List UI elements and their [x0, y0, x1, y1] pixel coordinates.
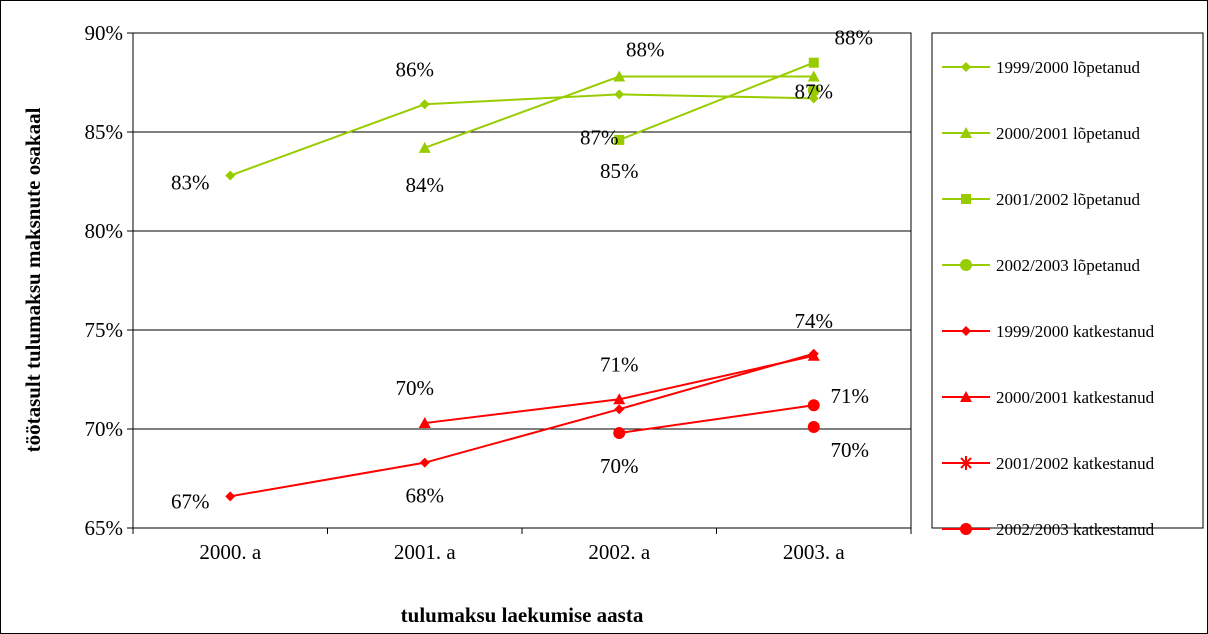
data-point — [614, 134, 625, 145]
y-tick-label: 90% — [85, 21, 124, 45]
legend-entry-label: 2000/2001 lõpetanud — [996, 124, 1141, 143]
data-label: 67% — [171, 489, 210, 513]
legend-marker — [961, 326, 971, 336]
y-tick-label: 85% — [85, 120, 124, 144]
axes: 65% 70% 75% 80% 85% 90% 2000. a 2001. a 2002. a 2… — [85, 21, 912, 564]
legend-entry-label: 2002/2003 lõpetanud — [996, 256, 1141, 275]
data-labels: 83% 86% 87% 87% 84% 88% 85% 88% 67% 68% 74% 70% 71% 7… — [171, 26, 873, 514]
data-label: 86% — [396, 57, 435, 81]
data-label: 70% — [600, 454, 639, 478]
data-label: 87% — [580, 125, 619, 149]
data-label: 83% — [171, 171, 210, 195]
data-point — [419, 99, 430, 110]
series-line — [619, 404, 814, 434]
data-point — [419, 457, 430, 468]
data-point — [225, 170, 236, 181]
y-tick-label: 65% — [85, 516, 124, 540]
data-label: 71% — [831, 384, 870, 408]
legend-box — [931, 32, 1204, 529]
data-point — [613, 426, 626, 439]
data-point — [418, 141, 431, 153]
data-label: 70% — [396, 376, 435, 400]
data-point — [225, 491, 236, 502]
data-label: 88% — [626, 38, 665, 62]
legend: 1999/2000 lõpetanud 2000/2001 lõpetanud 20… — [942, 58, 1155, 539]
legend-marker — [961, 194, 971, 204]
x-tick-label: 2003. a — [783, 540, 846, 564]
legend-marker — [960, 523, 972, 535]
data-point — [807, 70, 820, 82]
series-lines — [225, 57, 820, 502]
series-line — [230, 352, 815, 498]
data-label: 85% — [600, 159, 639, 183]
legend-entry-label: 1999/2000 katkestanud — [996, 322, 1155, 341]
data-point — [614, 89, 625, 100]
data-point — [807, 399, 820, 412]
data-point — [807, 421, 820, 434]
data-label: 71% — [600, 352, 639, 376]
series-line — [229, 93, 814, 177]
y-tick-label: 75% — [85, 318, 124, 342]
legend-marker — [960, 391, 972, 402]
data-point — [808, 57, 819, 68]
data-point — [807, 349, 820, 361]
legend-entry-label: 2000/2001 katkestanud — [996, 388, 1155, 407]
legend-entry-label: 2001/2002 katkestanud — [996, 454, 1155, 473]
data-label: 74% — [795, 309, 834, 333]
data-point — [614, 404, 625, 415]
legend-marker — [959, 456, 973, 470]
series-line — [618, 61, 815, 141]
data-label: 87% — [795, 79, 834, 103]
legend-entry-label: 1999/2000 lõpetanud — [996, 58, 1141, 77]
legend-marker — [961, 62, 971, 72]
data-label: 70% — [831, 438, 870, 462]
x-tick-label: 2002. a — [588, 540, 651, 564]
y-axis-title: töötasult tulumaksu maksnute osakaal — [21, 107, 45, 452]
data-point — [418, 417, 431, 429]
data-label: 88% — [835, 26, 874, 50]
legend-marker — [960, 259, 972, 271]
data-point — [613, 70, 626, 82]
data-label: 68% — [406, 484, 445, 508]
data-point — [807, 84, 820, 97]
legend-entry-label: 2002/2003 katkestanud — [996, 520, 1155, 539]
x-tick-label: 2000. a — [199, 540, 262, 564]
data-label: 84% — [406, 173, 445, 197]
legend-marker — [960, 127, 972, 138]
y-tick-label: 70% — [85, 417, 124, 441]
data-point — [613, 393, 626, 405]
x-axis-title: tulumaksu laekumise aasta — [401, 603, 644, 627]
legend-entry-label: 2001/2002 lõpetanud — [996, 190, 1141, 209]
plot-area — [132, 32, 912, 529]
x-tick-label: 2001. a — [394, 540, 457, 564]
gridlines — [133, 131, 911, 430]
y-tick-label: 80% — [85, 219, 124, 243]
